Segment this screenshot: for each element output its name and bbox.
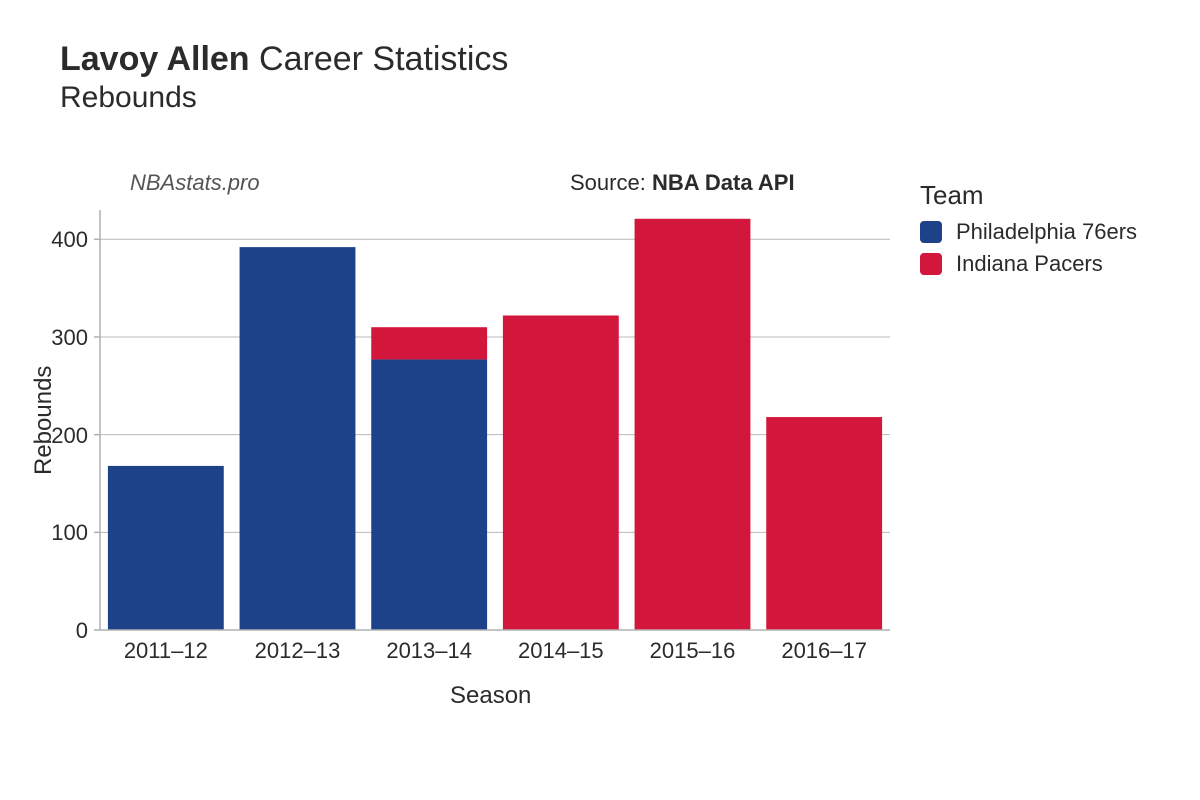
bar-segment [240, 247, 356, 630]
chart-subtitle: Rebounds [60, 81, 508, 115]
source-name: NBA Data API [652, 170, 795, 195]
y-tick-label: 400 [51, 227, 88, 253]
y-tick-label: 300 [51, 325, 88, 351]
site-annotation: NBAstats.pro [130, 170, 260, 196]
bar-segment [371, 327, 487, 359]
x-tick-label: 2013–14 [369, 638, 489, 664]
source-annotation: Source: NBA Data API [570, 170, 795, 196]
player-name: Lavoy Allen [60, 40, 250, 78]
legend-label: Philadelphia 76ers [956, 219, 1137, 245]
y-tick-label: 0 [76, 618, 88, 644]
x-tick-label: 2016–17 [764, 638, 884, 664]
chart-title: Lavoy Allen Career Statistics [60, 40, 508, 79]
legend-item: Philadelphia 76ers [920, 219, 1137, 245]
source-prefix: Source: [570, 170, 652, 195]
title-suffix: Career Statistics [259, 40, 508, 78]
legend-swatch [920, 253, 942, 275]
legend-label: Indiana Pacers [956, 251, 1103, 277]
legend-title: Team [920, 180, 1137, 211]
bar-segment [108, 466, 224, 630]
bar-segment [766, 417, 882, 630]
chart-container: Lavoy Allen Career Statistics Rebounds N… [0, 0, 1200, 800]
bar-chart [100, 210, 890, 630]
bar-segment [503, 315, 619, 630]
y-axis-label: Rebounds [30, 366, 58, 475]
x-tick-label: 2011–12 [106, 638, 226, 664]
legend-swatch [920, 221, 942, 243]
bar-segment [635, 219, 751, 630]
x-tick-label: 2015–16 [633, 638, 753, 664]
bar-segment [371, 359, 487, 630]
title-block: Lavoy Allen Career Statistics Rebounds [60, 40, 508, 115]
legend: Team Philadelphia 76ers Indiana Pacers [920, 180, 1137, 283]
y-tick-label: 100 [51, 520, 88, 546]
x-tick-label: 2012–13 [238, 638, 358, 664]
x-tick-label: 2014–15 [501, 638, 621, 664]
x-axis-label: Season [450, 682, 531, 710]
y-tick-label: 200 [51, 423, 88, 449]
legend-item: Indiana Pacers [920, 251, 1137, 277]
